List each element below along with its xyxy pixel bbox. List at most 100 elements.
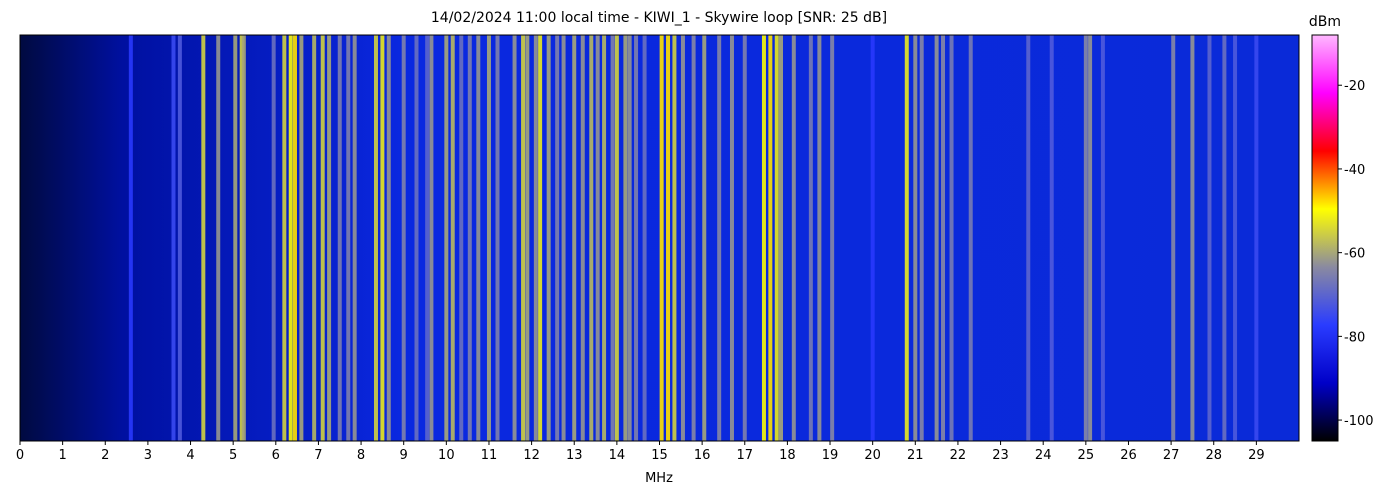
signal-stripe [171,35,176,441]
x-tick-label: 25 [1078,448,1095,463]
x-tick-label: 3 [144,448,152,463]
signal-stripe [1254,35,1259,441]
colorbar-label: dBm [1309,14,1341,30]
x-tick-label: 11 [481,448,498,463]
signal-stripe [949,35,954,441]
signal-stripe [1100,35,1105,441]
signal-stripe [941,35,946,441]
signal-stripe [271,35,276,441]
signal-stripe [561,35,566,441]
colorbar-tick-label: -80 [1344,330,1365,345]
signal-stripe [467,35,472,441]
signal-stripe [216,35,221,441]
x-tick-label: 28 [1205,448,1222,463]
x-tick-label: 27 [1163,448,1180,463]
signal-stripe [241,35,246,441]
x-tick-label: 24 [1035,448,1052,463]
signal-stripe [904,35,909,441]
signal-stripe [450,35,455,441]
signal-stripe [525,35,530,441]
signal-stripe [808,35,813,441]
signal-stripe [533,35,538,441]
signal-stripe [1083,35,1088,441]
x-tick-label: 0 [16,448,24,463]
x-tick-label: 21 [907,448,924,463]
signal-stripe [817,35,822,441]
x-tick-label: 4 [186,448,194,463]
signal-stripe [312,35,317,441]
x-tick-label: 5 [229,448,237,463]
signal-stripe [346,35,351,441]
signal-stripe [429,35,434,441]
x-tick-label: 26 [1120,448,1137,463]
signal-stripe [702,35,707,441]
signal-stripe [201,35,206,441]
signal-stripe [233,35,238,441]
x-axis-label: MHz [645,471,673,486]
signal-stripe [595,35,600,441]
signal-stripe [610,35,615,441]
signal-stripe [1026,35,1031,441]
signal-stripe [401,35,406,441]
x-tick-label: 19 [822,448,839,463]
x-tick-label: 23 [992,448,1009,463]
signal-stripe [691,35,696,441]
signal-stripe [486,35,491,441]
signal-stripe [288,35,293,441]
signal-stripe [320,35,325,441]
signal-stripe [580,35,585,441]
signal-stripe [870,35,875,441]
x-tick-label: 18 [779,448,796,463]
signal-stripe [327,35,332,441]
colorbar-tick-label: -100 [1344,414,1374,429]
x-tick-label: 2 [101,448,109,463]
signal-stripe [1088,35,1093,441]
signal-stripe [414,35,419,441]
signal-stripe [934,35,939,441]
signal-stripe [1171,35,1176,441]
x-tick-label: 12 [523,448,540,463]
signal-stripe [538,35,543,441]
signal-stripe [623,35,628,441]
signal-stripe [373,35,378,441]
signal-stripe [476,35,481,441]
signal-stripe [444,35,449,441]
signal-stripe [717,35,722,441]
x-tick-label: 6 [272,448,280,463]
signal-stripe [337,35,342,441]
signal-stripe [495,35,500,441]
signal-stripe [1207,35,1212,441]
signal-stripe [521,35,526,441]
signal-stripe [512,35,517,441]
signal-stripe [634,35,639,441]
signal-stripe [459,35,464,441]
signal-stripe [352,35,357,441]
signal-stripe [380,35,385,441]
x-tick-label: 8 [357,448,365,463]
x-tick-label: 9 [400,448,408,463]
signal-stripe [282,35,287,441]
signal-stripe [791,35,796,441]
colorbar [1311,34,1339,442]
signal-stripe [602,35,607,441]
x-tick-label: 29 [1248,448,1265,463]
plot-background [20,35,1299,441]
signal-stripe [546,35,551,441]
signal-stripe [239,35,244,441]
signal-stripe [1049,35,1054,441]
x-tick-label: 1 [58,448,66,463]
signal-stripe [292,35,297,441]
signal-stripe [672,35,677,441]
x-tick-label: 10 [438,448,455,463]
signal-stripe [177,35,182,441]
signal-stripe [729,35,734,441]
signal-stripe [761,35,766,441]
x-tick-label: 22 [950,448,967,463]
signal-stripe [614,35,619,441]
signal-stripe [919,35,924,441]
x-tick-label: 20 [864,448,881,463]
signal-stripe [627,35,632,441]
colorbar-tick-label: -20 [1344,79,1365,94]
